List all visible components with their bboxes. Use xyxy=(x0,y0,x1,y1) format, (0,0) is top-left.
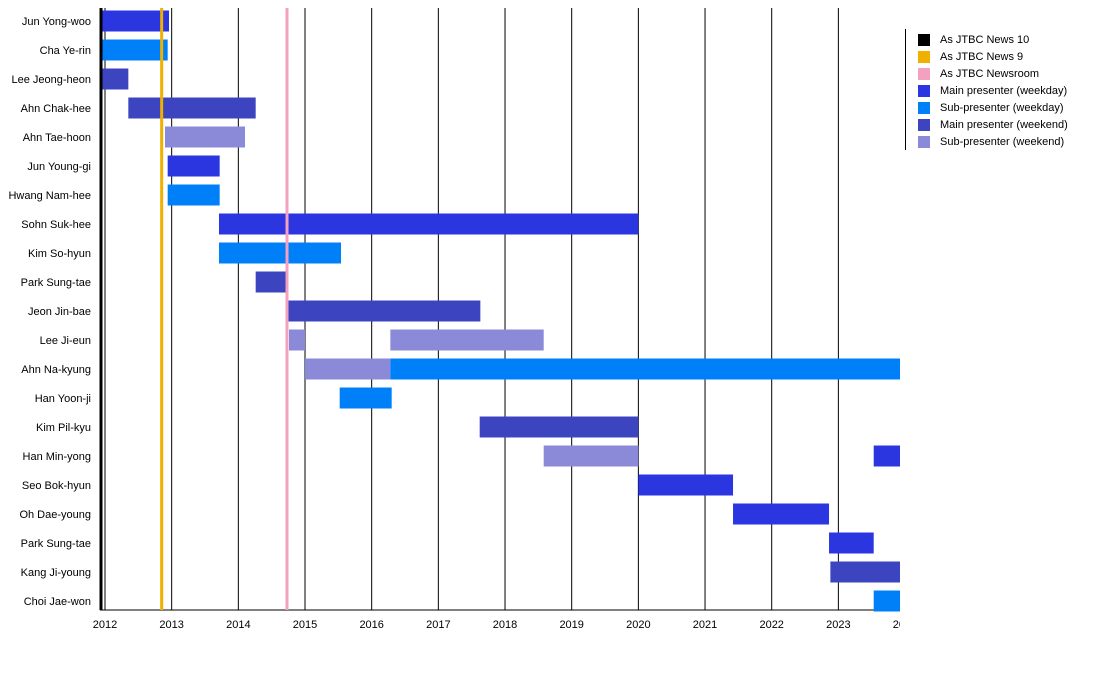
legend-swatch xyxy=(918,67,930,80)
row-label: Kang Ji-young xyxy=(21,567,91,579)
timeline-bar xyxy=(287,300,481,322)
row-label: Jun Yong-woo xyxy=(22,16,91,28)
row-label: Kim So-hyun xyxy=(28,248,91,260)
x-tick-label: 2015 xyxy=(293,619,317,631)
timeline-bar xyxy=(128,97,256,119)
timeline-bar xyxy=(101,10,170,32)
row-label: Jeon Jin-bae xyxy=(28,306,91,318)
row-label: Cha Ye-rin xyxy=(40,45,91,57)
x-tick-label: 2012 xyxy=(93,619,117,631)
row-label: Choi Jae-won xyxy=(24,596,91,608)
timeline-bar xyxy=(390,358,902,380)
legend-swatch xyxy=(918,118,930,131)
timeline-bar xyxy=(479,416,639,438)
x-tick-label: 2017 xyxy=(426,619,450,631)
legend-item: Main presenter (weekday) xyxy=(918,82,1088,99)
timeline-bar xyxy=(289,329,306,351)
row-label: Ahn Chak-hee xyxy=(21,103,91,115)
legend-swatch xyxy=(918,84,930,97)
timeline-bar xyxy=(543,445,639,467)
x-tick-label: 2021 xyxy=(693,619,717,631)
timeline-bar xyxy=(219,242,342,264)
timeline-plot: 2012 2013 2014 2015 2016 2017 2018 2019 2020 2021… xyxy=(8,8,917,631)
legend-item: Sub-presenter (weekend) xyxy=(918,133,1088,150)
timeline-bar xyxy=(167,184,220,206)
row-label: Jun Young-gi xyxy=(27,161,91,173)
row-label: Oh Dae-young xyxy=(19,509,91,521)
x-tick-label: 2013 xyxy=(159,619,183,631)
row-label: Sohn Suk-hee xyxy=(21,219,91,231)
x-tick-label: 2023 xyxy=(826,619,850,631)
x-tick-label: 2020 xyxy=(626,619,650,631)
legend-swatch xyxy=(918,33,930,46)
x-tick-label: 2022 xyxy=(759,619,783,631)
legend: As JTBC News 10 As JTBC News 9 As JTBC New… xyxy=(905,29,1088,150)
legend-item: As JTBC News 10 xyxy=(918,31,1088,48)
timeline-bar xyxy=(339,387,392,409)
row-label: Han Yoon-ji xyxy=(35,393,91,405)
legend-label: Main presenter (weekend) xyxy=(940,118,1068,131)
x-tick-label: 2014 xyxy=(226,619,250,631)
legend-item: Main presenter (weekend) xyxy=(918,116,1088,133)
row-label: Han Min-yong xyxy=(23,451,91,463)
timeline-bar xyxy=(101,39,168,61)
legend-label: Sub-presenter (weekday) xyxy=(940,101,1064,114)
timeline-bar xyxy=(390,329,544,351)
legend-item: Sub-presenter (weekday) xyxy=(918,99,1088,116)
legend-label: As JTBC News 10 xyxy=(940,33,1030,46)
row-label: Ahn Na-kyung xyxy=(21,364,91,376)
x-tick-label: 2019 xyxy=(559,619,583,631)
row-label: Park Sung-tae xyxy=(21,277,91,289)
timeline-bar xyxy=(638,474,734,496)
timeline-bar xyxy=(219,213,639,235)
row-label: Ahn Tae-hoon xyxy=(23,132,91,144)
timeline-bar xyxy=(873,445,902,467)
legend-label: As JTBC News 9 xyxy=(940,50,1024,63)
row-label: Lee Ji-eun xyxy=(40,335,91,347)
row-label: Park Sung-tae xyxy=(21,538,91,550)
timeline-bar xyxy=(165,126,246,148)
x-tick-label: 2024 xyxy=(893,619,900,631)
legend-label: As JTBC Newsroom xyxy=(940,67,1040,80)
legend-item: As JTBC Newsroom xyxy=(918,65,1088,82)
timeline-bar xyxy=(101,68,129,90)
timeline-bar xyxy=(167,155,220,177)
row-label: Lee Jeong-heon xyxy=(11,74,91,86)
legend-swatch xyxy=(918,101,930,114)
timeline-bar xyxy=(873,590,902,612)
timeline-bar xyxy=(829,532,874,554)
legend-swatch xyxy=(918,50,930,63)
legend-item: As JTBC News 9 xyxy=(918,48,1088,65)
row-label: Hwang Nam-hee xyxy=(8,190,91,202)
row-label: Seo Bok-hyun xyxy=(22,480,91,492)
legend-swatch xyxy=(918,135,930,148)
x-tick-label: 2018 xyxy=(493,619,517,631)
legend-label: Sub-presenter (weekend) xyxy=(940,135,1065,148)
timeline-bar xyxy=(305,358,391,380)
x-tick-label: 2016 xyxy=(359,619,383,631)
timeline-bar xyxy=(830,561,902,583)
legend-label: Main presenter (weekday) xyxy=(940,84,1068,97)
row-label: Kim Pil-kyu xyxy=(36,422,91,434)
timeline-bar xyxy=(255,271,288,293)
timeline-bar xyxy=(733,503,830,525)
